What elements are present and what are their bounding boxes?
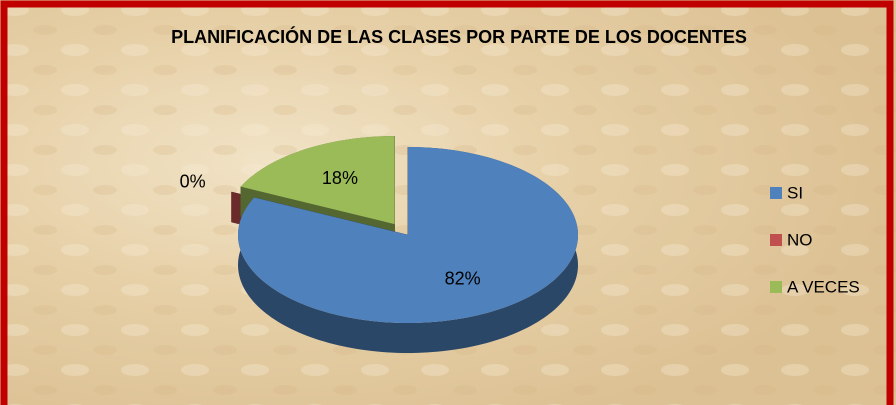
slice-top (240, 136, 395, 225)
legend-label: NO (787, 230, 813, 249)
pie: 82% 0% 18% (180, 136, 578, 353)
legend-label: SI (787, 183, 803, 202)
legend-label: A VECES (787, 277, 860, 296)
pie-slice (238, 147, 578, 353)
legend-swatch (770, 187, 782, 199)
data-label: 0% (180, 171, 206, 191)
legend-swatch (770, 234, 782, 246)
legend: SI NO A VECES (770, 183, 860, 296)
data-label: 18% (322, 168, 358, 188)
data-label: 82% (445, 268, 481, 288)
chart-title: PLANIFICACIÓN DE LAS CLASES POR PARTE DE… (171, 26, 747, 47)
slice-top (238, 147, 578, 323)
legend-swatch (770, 281, 782, 293)
